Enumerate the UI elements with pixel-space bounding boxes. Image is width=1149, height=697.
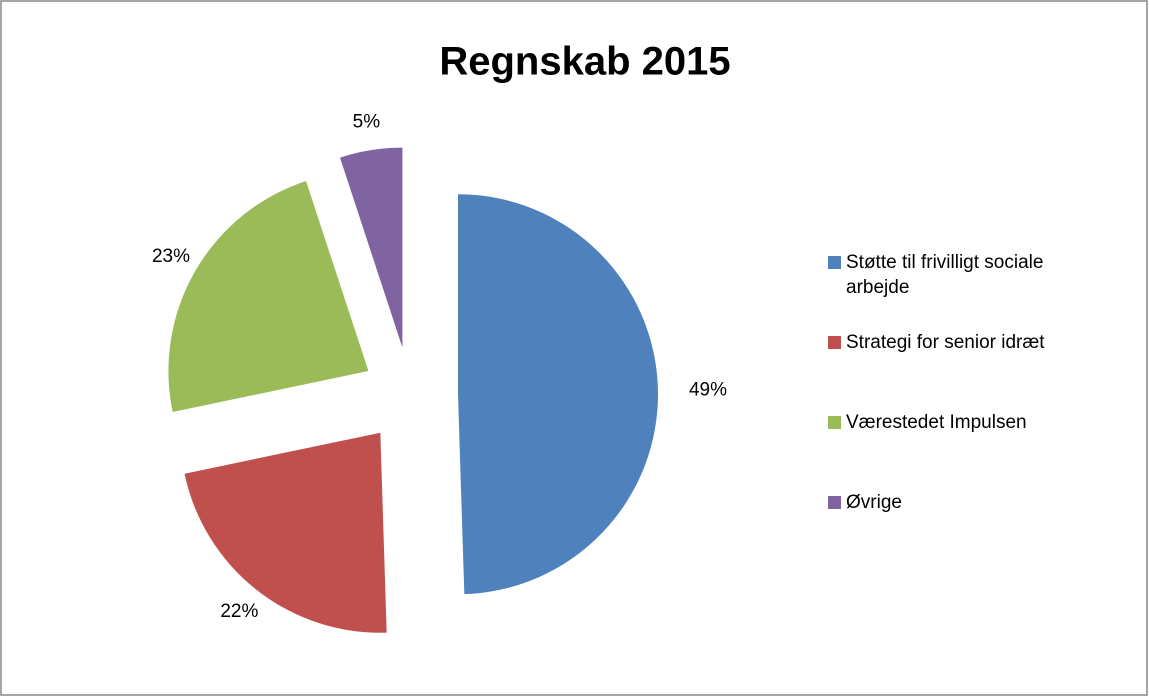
legend-item: Værestedet Impulsen — [828, 410, 1091, 435]
chart-title: Regnskab 2015 — [439, 40, 730, 84]
legend-swatch — [828, 416, 841, 429]
legend-label: Øvrige — [846, 492, 902, 513]
data-label: 22% — [220, 601, 258, 622]
legend-item: Øvrige — [828, 490, 1091, 515]
legend: Støtte til frivilligt sociale arbejde Str… — [828, 250, 1098, 570]
legend-swatch — [828, 496, 841, 509]
data-label: 5% — [353, 111, 381, 132]
pie-slice — [340, 147, 403, 348]
pie-slice — [184, 432, 387, 633]
data-label: 49% — [689, 379, 727, 400]
legend-item: Støtte til frivilligt sociale arbejde — [828, 250, 1091, 300]
legend-swatch — [828, 336, 841, 349]
pie-slice — [457, 194, 658, 595]
legend-label: Værestedet Impulsen — [846, 412, 1027, 433]
legend-label: Støtte til frivilligt sociale arbejde — [846, 252, 1044, 298]
data-label: 23% — [152, 246, 190, 267]
legend-swatch — [828, 256, 841, 269]
pie-slice — [168, 180, 369, 412]
legend-label: Strategi for senior idræt — [846, 332, 1045, 353]
legend-item: Strategi for senior idræt — [828, 330, 1091, 355]
